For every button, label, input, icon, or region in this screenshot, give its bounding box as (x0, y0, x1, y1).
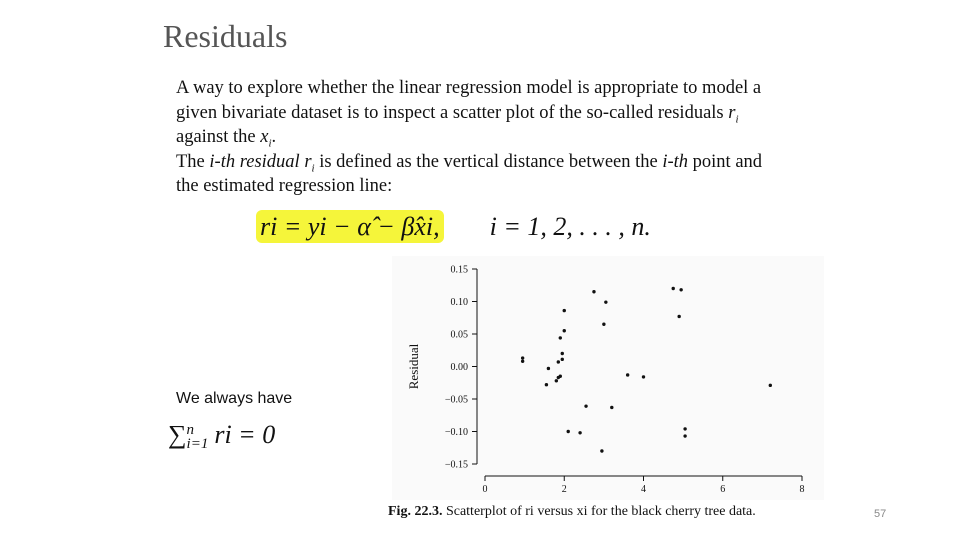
y-tick-label: 0.15 (451, 265, 469, 276)
residual-formula-range: i = 1, 2, . . . , n. (489, 212, 651, 241)
y-tick-label: −0.05 (445, 395, 468, 406)
caption-text: Scatterplot of ri versus xi for the blac… (442, 504, 756, 519)
var-r-sub: i (735, 113, 739, 126)
data-point (768, 383, 772, 388)
paragraph-2: The i-th residual ri is defined as the v… (176, 152, 762, 197)
residual-formula-lhs: ri = yi − α̂ − β̂xi, (256, 210, 444, 243)
data-point (546, 366, 551, 371)
data-point (679, 288, 683, 292)
paragraph-1: A way to explore whether the linear regr… (176, 78, 762, 150)
paragraph-1-text-a: A way to explore whether the linear regr… (176, 78, 762, 123)
data-point (562, 329, 566, 333)
y-tick-label: 0.05 (451, 330, 469, 341)
data-point (558, 374, 562, 378)
data-point (610, 405, 614, 410)
paragraph-2-text-b: is defined as the vertical distance betw… (314, 151, 663, 172)
y-tick-label: −0.15 (445, 460, 468, 471)
data-point (566, 429, 570, 434)
sum-upper: n (186, 422, 195, 439)
caption-label: Fig. 22.3. (388, 504, 443, 519)
data-point (554, 379, 559, 383)
sum-lower: i=1 (186, 436, 209, 453)
data-point (558, 336, 562, 340)
x-tick-label: 0 (483, 484, 488, 495)
data-point (584, 404, 588, 408)
y-tick-label: −0.10 (445, 427, 468, 438)
data-point (604, 300, 608, 304)
data-point (625, 373, 630, 377)
data-point (600, 449, 604, 453)
var-x-sub: i (268, 137, 272, 150)
sigma-symbol: ∑ (168, 420, 187, 449)
residual-formula: ri = yi − α̂ − β̂xi, i = 1, 2, . . . , n. (256, 210, 651, 252)
x-tick-label: 8 (800, 484, 805, 495)
var-x: x (260, 127, 269, 147)
paragraph-2-text-a: The (176, 151, 210, 172)
data-point (562, 308, 566, 313)
data-point (520, 356, 525, 360)
sum-body: ri = 0 (214, 420, 276, 449)
note-text: We always have (176, 390, 293, 407)
ith-term: i-th (209, 151, 236, 172)
data-point (578, 431, 582, 435)
residual-term: residual (239, 151, 300, 172)
data-point (592, 290, 596, 294)
figure-caption: Fig. 22.3. Scatterplot of ri versus xi f… (388, 504, 756, 520)
data-point (683, 434, 687, 438)
var-r-sub: i (311, 162, 315, 175)
y-tick-label: 0.00 (451, 362, 469, 373)
var-r: r (728, 102, 736, 123)
data-point (671, 286, 675, 291)
paragraph-1-text-c: . (271, 127, 277, 147)
data-point (641, 375, 646, 379)
data-point (683, 427, 687, 431)
x-tick-label: 4 (641, 484, 646, 495)
sum-formula: ∑ n i=1 ri = 0 (168, 420, 276, 453)
scatter-svg: 0.15 0.10 0.05 0.00 −0.05 −0.10 −0.15 0 2 4 6 8 Resi… (406, 265, 805, 496)
data-point (560, 357, 564, 362)
paragraph-1-text-b: against the (176, 127, 261, 147)
y-tick-label: 0.10 (451, 297, 469, 308)
page-title: Residuals (163, 18, 288, 54)
data-point (520, 359, 525, 363)
y-axis-label: Residual (406, 343, 421, 389)
data-point (677, 314, 681, 319)
data-point (544, 383, 549, 387)
scatter-chart: 0.15 0.10 0.05 0.00 −0.05 −0.10 −0.15 0 2 4 6 8 Resi… (392, 256, 824, 500)
body-text: A way to explore whether the linear regr… (176, 76, 776, 199)
x-tick-label: 2 (562, 484, 567, 495)
var-r: r (304, 151, 312, 172)
page-number: 57 (874, 508, 887, 520)
sum-limits: n i=1 (186, 422, 209, 453)
data-point (560, 351, 564, 356)
ith-term: i-th (662, 151, 689, 172)
data-point (556, 360, 561, 364)
data-point (602, 322, 606, 326)
paragraph-2-text-c: point and the estimated regression line: (176, 151, 763, 197)
x-tick-label: 6 (720, 484, 725, 495)
